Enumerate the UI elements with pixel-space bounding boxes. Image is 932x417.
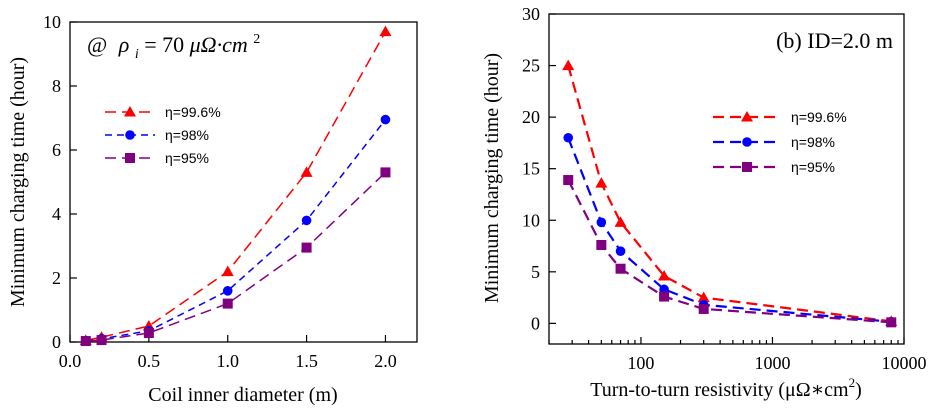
legend-marker <box>124 106 136 117</box>
series-line <box>567 137 892 323</box>
data-point <box>222 286 233 296</box>
series-1 <box>562 59 898 326</box>
y-tick-label: 0 <box>531 313 540 333</box>
data-point <box>562 59 575 71</box>
data-point <box>300 166 313 177</box>
legend-item: η=98% <box>105 127 209 143</box>
y-tick-label: 30 <box>522 4 540 24</box>
x-tick-label: 1000 <box>754 353 790 373</box>
legend-item: η=95% <box>713 159 835 175</box>
data-point <box>143 328 154 339</box>
y-tick-label: 5 <box>531 262 540 282</box>
legend-label: η=95% <box>791 159 835 175</box>
y-tick-label: 15 <box>522 159 540 179</box>
data-point <box>563 132 574 143</box>
x-tick-label: 2.0 <box>374 351 397 371</box>
series-2 <box>563 132 897 327</box>
legend-label: η=99.6% <box>165 104 221 120</box>
y-tick-label: 2 <box>52 268 61 288</box>
legend-item: η=95% <box>105 150 209 166</box>
chart-panel-a: 0.0 0.5 1.0 1.5 2.0 0 2 4 6 8 10 η=99.6% η=98% η=95… <box>7 12 418 406</box>
data-point <box>615 246 626 256</box>
y-axis-title-a: Minimum charging time (hour) <box>7 57 29 307</box>
series-line <box>85 31 387 342</box>
legend-marker <box>125 153 135 163</box>
data-point <box>380 114 391 125</box>
legend-item: η=98% <box>713 134 835 150</box>
x-tick-label: 1.0 <box>216 351 239 371</box>
series-line <box>567 65 892 323</box>
y-axis-title-b: Minimum charging time (hour) <box>481 53 503 303</box>
x-axis-title-a: Coil inner diameter (m) <box>148 384 337 406</box>
legend-label: η=98% <box>791 134 835 150</box>
data-point <box>301 215 312 226</box>
series-line <box>85 171 387 342</box>
x-tick-label: 0.0 <box>59 351 82 371</box>
data-point <box>596 240 607 250</box>
data-point <box>886 317 897 328</box>
data-point <box>698 303 709 314</box>
x-axis-title-b: Turn-to-turn resistivity (μΩ∗cm2) <box>590 375 862 401</box>
data-point <box>96 335 107 346</box>
annotation-b: (b) ID=2.0 m <box>776 28 893 53</box>
data-point <box>80 336 91 347</box>
x-tick-label: 100 <box>627 353 654 373</box>
legend-label: η=99.6% <box>791 109 847 125</box>
legend-label: η=98% <box>165 127 209 143</box>
series-group-b <box>562 59 898 328</box>
annotation-a: @ ρ i = 70 μΩ·cm 2 <box>87 32 260 63</box>
data-point <box>563 175 574 186</box>
data-point <box>658 269 671 281</box>
data-point <box>221 265 234 277</box>
series-3 <box>563 175 897 328</box>
y-tick-label: 25 <box>522 56 540 76</box>
data-point <box>596 217 607 228</box>
data-point <box>659 291 670 302</box>
x-ticks-a: 0.0 0.5 1.0 1.5 2.0 <box>59 335 397 371</box>
y-tick-label: 8 <box>52 76 61 96</box>
data-point <box>379 25 392 37</box>
legend-item: η=99.6% <box>105 104 221 120</box>
y-tick-label: 6 <box>52 140 61 160</box>
series-1 <box>79 25 392 345</box>
data-point <box>222 298 233 309</box>
x-ticks-b: 100 1000 10000 <box>548 337 927 373</box>
legend-marker <box>742 162 752 172</box>
series-line <box>85 119 387 342</box>
plot-frame-b <box>548 13 905 345</box>
y-tick-label: 20 <box>522 107 540 127</box>
legend-item: η=99.6% <box>713 109 847 125</box>
series-group-a <box>79 25 392 347</box>
data-point <box>301 242 312 253</box>
legend-marker <box>742 137 752 147</box>
y-ticks-b: 0 5 10 15 20 25 30 <box>522 4 556 333</box>
series-line <box>567 179 892 324</box>
y-tick-label: 10 <box>43 12 61 32</box>
y-ticks-a: 0 2 4 6 8 10 <box>43 12 77 352</box>
y-tick-label: 0 <box>52 332 61 352</box>
data-point <box>614 216 627 227</box>
plot-frame-a <box>69 21 418 343</box>
x-tick-label: 1.5 <box>295 351 318 371</box>
series-3 <box>80 167 391 347</box>
legend-label: η=95% <box>165 150 209 166</box>
data-point <box>595 177 608 188</box>
legend-a: η=99.6% η=98% η=95% <box>105 104 221 166</box>
y-tick-label: 10 <box>522 210 540 230</box>
data-point <box>615 263 626 274</box>
legend-marker <box>741 111 753 122</box>
x-tick-label: 10000 <box>882 353 927 373</box>
y-tick-label: 4 <box>52 204 61 224</box>
series-2 <box>80 114 391 346</box>
data-point <box>697 291 710 303</box>
legend-marker <box>125 130 135 140</box>
x-tick-label: 0.5 <box>138 351 161 371</box>
legend-b: η=99.6% η=98% η=95% <box>713 109 847 175</box>
data-point <box>380 167 391 178</box>
